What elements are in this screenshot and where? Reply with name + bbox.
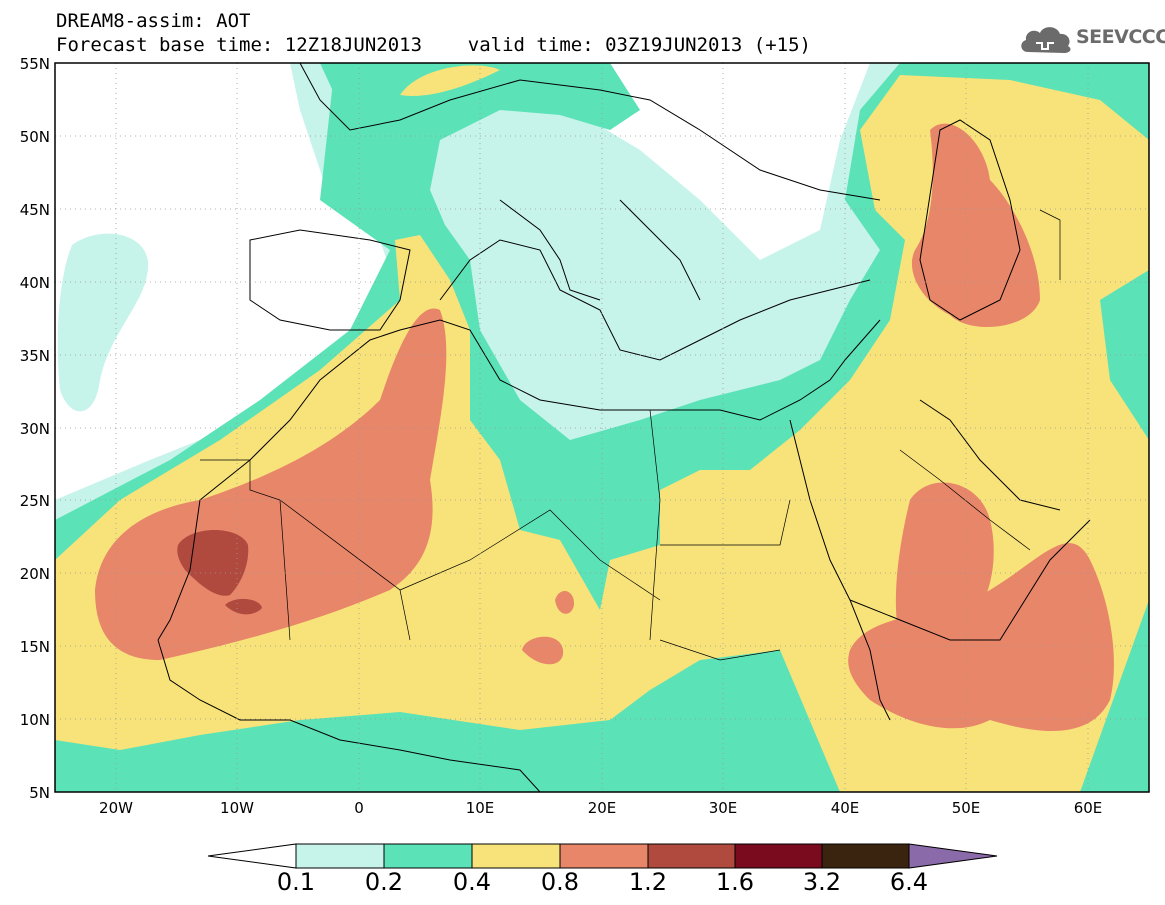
lon-label: 10W (220, 799, 254, 817)
contour-0.8-sahara (95, 308, 447, 660)
chart-subtitle: Forecast base time: 12Z18JUN2013 valid t… (56, 34, 811, 56)
contour-0.4-north (400, 65, 500, 96)
colorbar-label: 1.2 (628, 868, 668, 896)
colorbar-label: 0.2 (364, 868, 404, 896)
colorbar-cell-6 (734, 843, 823, 869)
colorbar-label: 0.4 (452, 868, 492, 896)
lat-label: 30N (19, 420, 50, 438)
contour-1.2-b (225, 598, 262, 615)
lon-label: 50E (951, 799, 981, 817)
colorbar-cell-low (207, 843, 297, 869)
contour-0.8-caspian (911, 123, 1040, 327)
colorbar-label: 1.6 (715, 868, 755, 896)
lat-label: 15N (19, 638, 50, 656)
contour-0.8-yemen (848, 543, 1114, 732)
colorbar-label: 0.1 (276, 868, 316, 896)
cloud-icon (1021, 27, 1071, 53)
lat-label: 10N (19, 711, 50, 729)
lat-label: 35N (19, 347, 50, 365)
colorbar-cell-2 (383, 843, 473, 869)
colorbar-label: 3.2 (802, 868, 842, 896)
colorbar-label: 6.4 (889, 868, 929, 896)
contour-0.2-north (320, 63, 640, 260)
lat-label: 20N (19, 565, 50, 583)
lat-label: 40N (19, 274, 50, 292)
chart-title: DREAM8-assim: AOT (56, 10, 251, 32)
lon-label: 30E (708, 799, 738, 817)
contour-1.2 (177, 530, 249, 596)
lat-label: 45N (19, 201, 50, 219)
lon-label: 20W (99, 799, 133, 817)
colorbar-cell-high (908, 843, 998, 869)
lon-label: 20E (587, 799, 617, 817)
map-frame (54, 62, 1150, 793)
lat-label: 50N (19, 128, 50, 146)
lat-label: 5N (29, 784, 50, 802)
colorbar-cell-7 (821, 843, 910, 869)
colorbar (207, 843, 998, 869)
colorbar-cell-5 (647, 843, 736, 869)
lat-label: 25N (19, 492, 50, 510)
contour-0.8-blob1 (555, 590, 575, 614)
seevccc-logo: SEEVCCC (1018, 20, 1165, 60)
lon-label: 10E (465, 799, 495, 817)
contour-0.8-blob2 (522, 636, 564, 665)
colorbar-cell-4 (559, 843, 649, 869)
colorbar-label: 0.8 (540, 868, 580, 896)
lon-label: 0 (354, 799, 364, 817)
colorbar-cell-3 (471, 843, 561, 869)
lon-label: 40E (830, 799, 860, 817)
contour-0.1-atl (57, 233, 149, 412)
logo-text: SEEVCCC (1076, 26, 1165, 48)
lon-label: 60E (1073, 799, 1103, 817)
colorbar-cell-1 (295, 843, 385, 869)
lat-label: 55N (19, 55, 50, 73)
coastlines (157, 63, 1091, 792)
